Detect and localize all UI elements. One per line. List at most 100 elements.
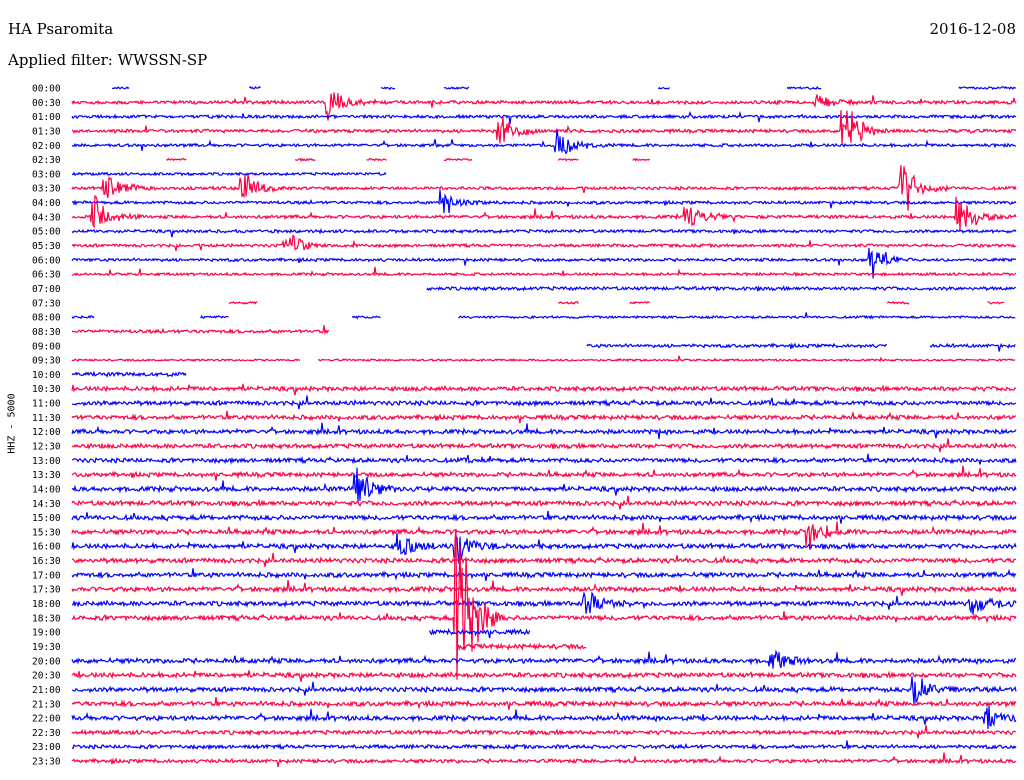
trace-line [111, 86, 130, 90]
row-label: 11:00 [32, 399, 61, 410]
trace-line [586, 342, 888, 349]
trace-line [71, 234, 1016, 252]
row-label: 17:00 [32, 570, 61, 581]
trace-line [317, 355, 1016, 363]
trace-line [71, 465, 1017, 481]
row-label: 04:00 [32, 198, 61, 209]
row-label: 19:00 [32, 628, 61, 639]
trace-line [71, 649, 1017, 669]
row-label: 13:00 [32, 456, 61, 467]
row-label: 05:30 [32, 241, 61, 252]
row-labels: 00:00 00:30 01:00 01:30 02:00 02:30 03:00 03:30… [32, 84, 61, 768]
trace-line [71, 495, 1017, 510]
row-label: 17:30 [32, 585, 61, 596]
row-label: 01:30 [32, 126, 61, 137]
filter-label: Applied filter: WWSSN-SP [8, 51, 208, 69]
trace-line [657, 86, 670, 90]
trace-line [557, 300, 579, 305]
trace-line [380, 86, 396, 91]
trace-line [71, 194, 1017, 232]
trace-line [71, 325, 330, 336]
trace-line [71, 383, 1017, 396]
row-label: 02:30 [32, 155, 61, 166]
trace-line [71, 752, 1017, 768]
row-label: 01:00 [32, 112, 61, 123]
row-label: 09:00 [32, 341, 61, 352]
row-label: 04:30 [32, 212, 61, 223]
trace-line [886, 301, 910, 305]
trace-line [71, 676, 1017, 705]
trace-line [351, 315, 381, 320]
row-label: 18:00 [32, 599, 61, 610]
row-label: 15:00 [32, 513, 61, 524]
row-label: 08:00 [32, 313, 61, 324]
row-label: 07:00 [32, 284, 61, 295]
row-label: 00:00 [32, 84, 61, 95]
row-label: 02:00 [32, 141, 61, 152]
row-label: 22:30 [32, 728, 61, 739]
trace-line [200, 314, 229, 319]
traces [71, 85, 1017, 768]
trace-line [426, 285, 1016, 292]
trace-line [71, 568, 1017, 582]
row-label: 19:30 [32, 642, 61, 653]
trace-line [71, 438, 1017, 453]
trace-line [71, 129, 1017, 155]
row-label: 11:30 [32, 413, 61, 424]
trace-line [71, 521, 1017, 550]
station-title: HA Psaromita [8, 20, 114, 38]
row-label: 16:30 [32, 556, 61, 567]
trace-line [71, 706, 1017, 730]
row-label: 10:00 [32, 370, 61, 381]
trace-line [71, 532, 1017, 564]
trace-line [443, 157, 473, 162]
trace-line [71, 552, 1017, 567]
trace-line [71, 410, 1017, 424]
trace-line [71, 110, 1017, 125]
row-label: 20:00 [32, 656, 61, 667]
trace-line [71, 740, 1017, 751]
row-label: 03:00 [32, 169, 61, 180]
row-label: 00:30 [32, 98, 61, 109]
row-label: 07:30 [32, 298, 61, 309]
trace-line [366, 158, 387, 162]
trace-line [71, 696, 1017, 710]
trace-line [71, 510, 1017, 524]
trace-line [71, 580, 1017, 596]
row-label: 12:30 [32, 442, 61, 453]
trace-line [987, 301, 1005, 305]
row-label: 21:30 [32, 699, 61, 710]
row-label: 06:00 [32, 255, 61, 266]
trace-line [71, 315, 95, 320]
row-label: 14:00 [32, 484, 61, 495]
trace-line [71, 165, 1017, 211]
trace-line [71, 725, 1017, 739]
row-label: 09:30 [32, 356, 61, 367]
trace-line [71, 591, 1017, 615]
trace-line [228, 301, 258, 305]
row-label: 03:30 [32, 184, 61, 195]
trace-line [458, 312, 1016, 320]
row-label: 14:30 [32, 499, 61, 510]
row-label: 22:00 [32, 714, 61, 725]
trace-line [71, 395, 1017, 410]
date-label: 2016-12-08 [929, 20, 1016, 38]
row-label: 13:30 [32, 470, 61, 481]
row-label: 15:30 [32, 527, 61, 538]
trace-line [71, 171, 387, 177]
row-label: 21:00 [32, 685, 61, 696]
row-label: 20:30 [32, 671, 61, 682]
trace-line [71, 92, 1017, 121]
trace-line [71, 670, 1017, 682]
row-label: 23:30 [32, 757, 61, 768]
trace-line [71, 358, 301, 362]
trace-line [248, 85, 261, 90]
trace-line [71, 467, 1017, 502]
row-label: 16:00 [32, 542, 61, 553]
row-label: 23:00 [32, 742, 61, 753]
trace-line [71, 422, 1017, 440]
trace-line [632, 157, 651, 162]
trace-line [443, 86, 470, 90]
trace-line [71, 248, 1017, 279]
